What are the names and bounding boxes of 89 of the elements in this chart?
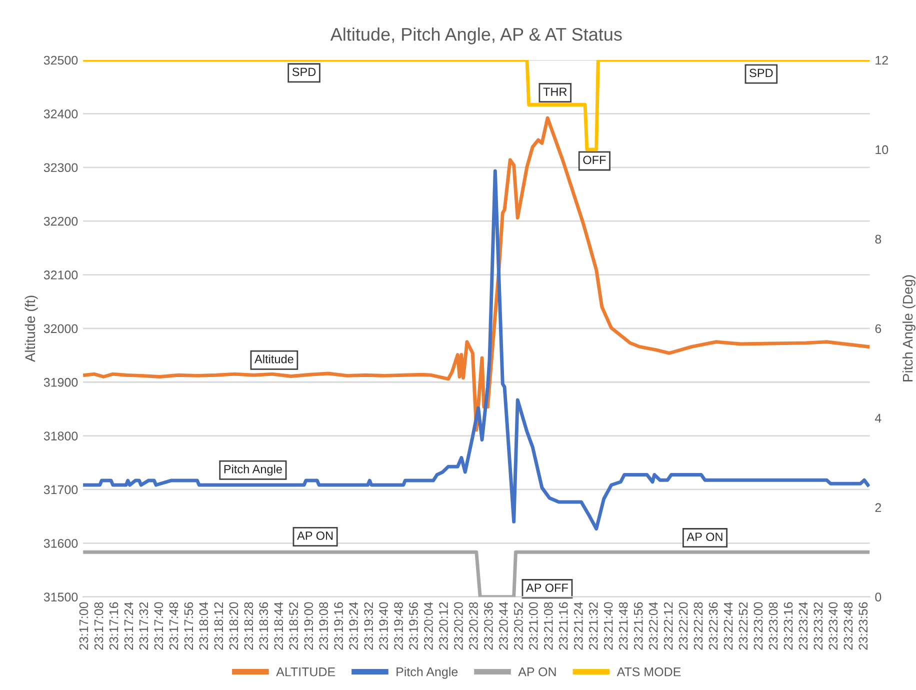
legend-label: ALTITUDE — [276, 668, 336, 676]
x-tick-label: 23:23:48 — [844, 602, 853, 650]
x-tick-label: 23:19:08 — [319, 602, 328, 650]
y-tick-label: 31700 — [44, 485, 78, 494]
y2-tick-label: 0 — [875, 592, 882, 602]
x-tick-label: 23:20:04 — [424, 602, 433, 650]
x-tick-label: 23:17:56 — [184, 602, 194, 650]
x-tick-label: 23:18:52 — [289, 602, 298, 650]
x-tick-label: 23:17:48 — [169, 602, 178, 650]
legend-label: ATS MODE — [616, 667, 681, 676]
x-tick-label: 23:21:32 — [588, 602, 598, 650]
x-tick-label: 23:21:00 — [528, 602, 538, 650]
legend-label: AP ON — [518, 667, 556, 676]
x-tick-label: 23:17:24 — [124, 602, 134, 650]
x-tick-label: 23:21:08 — [544, 602, 553, 650]
x-tick-label: 23:22:36 — [708, 602, 718, 650]
x-tick-label: 23:20:20 — [454, 602, 463, 650]
x-tick-label: 23:23:16 — [784, 602, 793, 650]
annotation: OFF — [583, 156, 606, 164]
y-tick-label: 32300 — [44, 163, 78, 172]
annotation: THR — [543, 88, 567, 96]
x-tick-label: 23:18:44 — [274, 602, 284, 650]
x-tick-label: 23:23:24 — [798, 602, 808, 650]
x-tick-label: 23:17:16 — [109, 602, 118, 650]
x-tick-label: 23:22:52 — [738, 602, 748, 650]
x-tick-label: 23:23:40 — [828, 602, 838, 650]
annotation: SPD — [750, 68, 773, 78]
y-tick-label: 31600 — [44, 538, 78, 548]
x-tick-label: 23:23:32 — [814, 602, 823, 650]
x-tick-label: 23:20:52 — [514, 602, 523, 650]
annotation: Altitude — [254, 354, 294, 364]
x-tick-label: 23:18:12 — [214, 602, 224, 650]
x-tick-label: 23:18:04 — [199, 602, 208, 650]
x-tick-label: 23:21:40 — [604, 602, 613, 650]
y2-tick-label: 10 — [876, 145, 888, 154]
x-tick-label: 23:20:28 — [469, 602, 478, 650]
y-axis-title: Altitude (ft) — [24, 296, 38, 362]
y-tick-label: 32000 — [44, 324, 78, 334]
y-tick-label: 31800 — [44, 432, 78, 440]
y-tick-label: 32100 — [44, 270, 78, 280]
x-tick-label: 23:19:00 — [304, 602, 314, 650]
x-tick-label: 23:17:00 — [79, 602, 88, 650]
annotation: AP ON — [297, 532, 333, 540]
annotation: SPD — [292, 68, 316, 76]
x-tick-label: 23:17:32 — [139, 602, 148, 650]
y2-tick-label: 12 — [876, 56, 888, 65]
y-tick-label: 32400 — [44, 110, 78, 118]
y2-tick-label: 4 — [874, 414, 882, 422]
x-tick-label: 23:19:56 — [409, 602, 418, 650]
x-tick-label: 23:19:48 — [394, 602, 403, 650]
x-tick-label: 23:19:40 — [379, 602, 388, 650]
x-tick-label: 23:21:16 — [558, 602, 568, 650]
y-tick-label: 32200 — [44, 216, 78, 226]
y-tick-label: 31900 — [44, 378, 78, 387]
y-tick-label: 32500 — [44, 56, 78, 65]
x-tick-label: 23:19:16 — [334, 602, 343, 650]
x-tick-label: 23:21:56 — [634, 602, 643, 650]
x-tick-label: 23:18:20 — [229, 602, 238, 650]
chart-title: Altitude, Pitch Angle, AP & AT Status — [330, 28, 622, 44]
x-tick-label: 23:19:32 — [364, 602, 373, 650]
y-tick-label: 31500 — [44, 592, 78, 602]
x-tick-label: 23:21:24 — [574, 602, 583, 650]
y2-tick-label: 2 — [875, 503, 882, 512]
x-tick-label: 23:21:48 — [618, 602, 628, 650]
x-tick-label: 23:19:24 — [349, 602, 358, 650]
x-tick-label: 23:20:36 — [484, 602, 493, 650]
annotation: AP ON — [686, 532, 722, 541]
y2-tick-label: 8 — [875, 234, 882, 244]
y2-axis-title: Pitch Angle (Deg) — [902, 275, 916, 382]
x-tick-label: 23:18:28 — [244, 602, 254, 650]
x-tick-label: 23:22:12 — [664, 602, 673, 650]
x-tick-label: 23:20:44 — [499, 602, 508, 650]
x-tick-label: 23:18:36 — [259, 602, 268, 650]
line-series — [83, 116, 870, 432]
x-tick-label: 23:17:08 — [94, 602, 104, 650]
x-tick-label: 23:23:56 — [858, 602, 868, 650]
annotation: AP OFF — [526, 584, 568, 592]
x-tick-label: 23:22:04 — [648, 602, 658, 650]
y2-tick-label: 6 — [875, 324, 882, 334]
x-tick-label: 23:23:00 — [754, 602, 763, 650]
legend-label: Pitch Angle — [396, 667, 458, 679]
line-series — [83, 169, 870, 531]
annotation: Pitch Angle — [224, 464, 282, 476]
x-tick-label: 23:22:44 — [724, 602, 733, 650]
x-tick-label: 23:17:40 — [154, 602, 164, 650]
x-tick-label: 23:23:08 — [768, 602, 778, 650]
x-tick-label: 23:22:28 — [694, 602, 703, 650]
x-tick-label: 23:20:12 — [439, 602, 448, 650]
x-tick-label: 23:22:20 — [678, 602, 688, 650]
